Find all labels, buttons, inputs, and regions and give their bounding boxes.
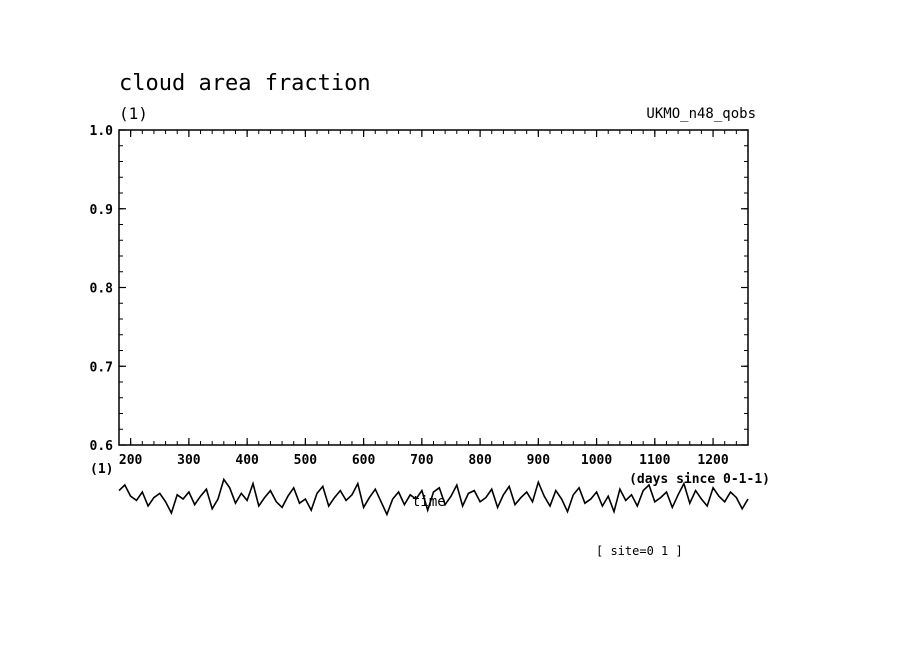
y-tick-label: 0.7 xyxy=(90,360,113,375)
x-tick-label: 600 xyxy=(352,453,376,468)
x-tick-label: 800 xyxy=(468,453,492,468)
y-axis: 0.6 0.7 0.8 0.9 1.0 xyxy=(90,124,748,454)
chart-title: cloud area fraction xyxy=(119,71,371,96)
x-tick-label: 400 xyxy=(235,453,259,468)
lower-panel-unit: (1) xyxy=(90,462,113,477)
site-annotation: [ site=0 1 ] xyxy=(596,544,683,558)
x-tick-label: 900 xyxy=(527,453,551,468)
y-tick-label: 0.8 xyxy=(90,282,114,297)
y-tick-label: 1.0 xyxy=(90,124,114,139)
x-tick-label: 200 xyxy=(119,453,143,468)
y-unit-label: (1) xyxy=(119,104,148,123)
x-tick-label: 300 xyxy=(177,453,201,468)
x-tick-label: 1100 xyxy=(639,453,670,468)
lower-panel-label: time xyxy=(412,494,446,510)
plot-frame xyxy=(118,129,749,446)
x-tick-label: 700 xyxy=(410,453,434,468)
x-tick-label: 500 xyxy=(294,453,318,468)
y-tick-label: 0.6 xyxy=(90,439,114,454)
x-tick-label: 1200 xyxy=(697,453,728,468)
lower-panel-series-line xyxy=(118,477,749,517)
y-tick-label: 0.9 xyxy=(90,203,113,218)
dataset-label: UKMO_n48_qobs xyxy=(646,106,756,122)
x-axis: 200 300 400 500 600 700 800 900 1000 1100 1200 xyxy=(118,130,749,468)
x-axis-label: (days since 0-1-1) xyxy=(629,472,770,487)
x-tick-label: 1000 xyxy=(581,453,612,468)
